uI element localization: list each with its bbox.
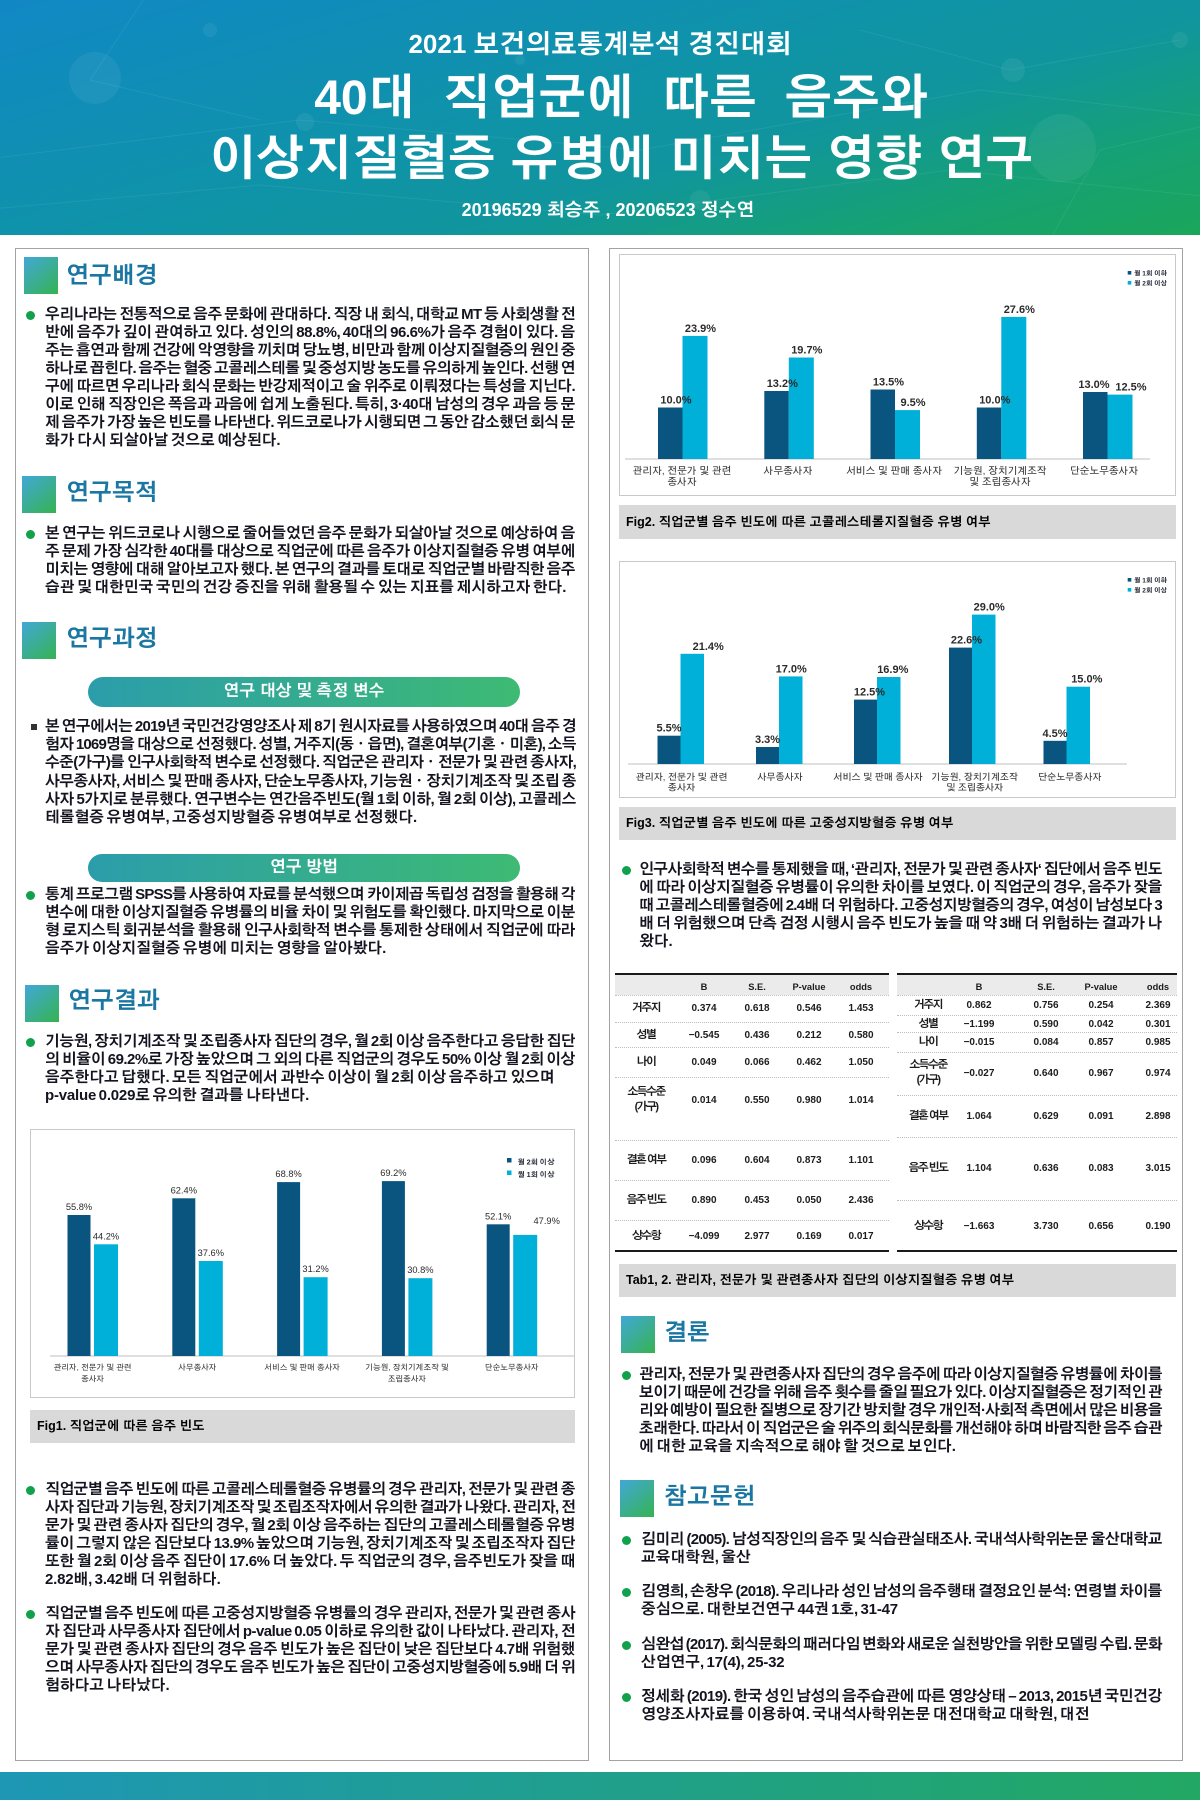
svg-text:및 조립종사자: 및 조립종사자 [969, 476, 1030, 488]
svg-text:월 2회 이상: 월 2회 이상 [1134, 280, 1167, 288]
svg-text:31.2%: 31.2% [302, 1264, 328, 1274]
svg-text:종사자: 종사자 [667, 476, 696, 488]
svg-text:서비스 및 판매 종사자: 서비스 및 판매 종사자 [264, 1363, 340, 1372]
svg-text:52.1%: 52.1% [485, 1211, 511, 1221]
svg-text:월 1회 이하: 월 1회 이하 [1134, 270, 1168, 278]
svg-text:종사자: 종사자 [81, 1375, 104, 1384]
svg-text:16.9%: 16.9% [877, 664, 908, 676]
svg-text:27.6%: 27.6% [1004, 304, 1035, 316]
svg-text:68.8%: 68.8% [275, 1169, 301, 1179]
svg-text:13.5%: 13.5% [873, 377, 904, 389]
svg-text:13.2%: 13.2% [767, 378, 798, 390]
svg-text:23.9%: 23.9% [685, 323, 716, 335]
svg-text:관리자, 전문가 및 관련: 관리자, 전문가 및 관련 [633, 465, 732, 477]
svg-text:월 2회 이상: 월 2회 이상 [1134, 587, 1167, 595]
svg-text:17.0%: 17.0% [776, 663, 807, 675]
svg-text:4.5%: 4.5% [1042, 728, 1067, 740]
svg-text:기능원, 장치기계조작: 기능원, 장치기계조작 [931, 772, 1018, 782]
svg-text:서비스 및 판매 종사자: 서비스 및 판매 종사자 [846, 465, 942, 477]
svg-text:10.0%: 10.0% [979, 395, 1010, 407]
svg-text:13.0%: 13.0% [1078, 379, 1109, 391]
svg-text:기능원, 장치기계조작: 기능원, 장치기계조작 [953, 465, 1046, 477]
svg-text:서비스 및 판매 종사자: 서비스 및 판매 종사자 [833, 772, 922, 782]
svg-text:12.5%: 12.5% [854, 687, 885, 699]
svg-text:30.8%: 30.8% [407, 1265, 433, 1275]
svg-text:관리자, 전문가 및 관련: 관리자, 전문가 및 관련 [636, 772, 728, 782]
svg-text:47.9%: 47.9% [534, 1216, 560, 1226]
svg-text:조립종사자: 조립종사자 [388, 1375, 427, 1384]
svg-text:단순노무종사자: 단순노무종사자 [1070, 465, 1138, 477]
svg-text:37.6%: 37.6% [198, 1248, 224, 1258]
svg-text:29.0%: 29.0% [974, 602, 1005, 614]
svg-text:21.4%: 21.4% [693, 641, 724, 653]
svg-text:44.2%: 44.2% [93, 1231, 119, 1241]
svg-text:및 조립종사자: 및 조립종사자 [946, 783, 1003, 793]
svg-text:월 1회 이상: 월 1회 이상 [518, 1170, 555, 1179]
svg-text:22.6%: 22.6% [951, 635, 982, 647]
svg-text:55.8%: 55.8% [66, 1202, 92, 1212]
svg-text:관리자, 전문가 및 관련: 관리자, 전문가 및 관련 [54, 1363, 132, 1372]
svg-text:10.0%: 10.0% [660, 395, 691, 407]
svg-text:19.7%: 19.7% [791, 345, 822, 357]
svg-text:월 1회 이하: 월 1회 이하 [1134, 577, 1168, 585]
svg-text:기능원, 장치기계조작 및: 기능원, 장치기계조작 및 [365, 1363, 449, 1372]
svg-text:3.3%: 3.3% [755, 734, 780, 746]
svg-text:9.5%: 9.5% [900, 397, 925, 409]
svg-text:12.5%: 12.5% [1115, 382, 1146, 394]
svg-text:단순노무종사자: 단순노무종사자 [485, 1363, 539, 1372]
svg-text:사무종사자: 사무종사자 [756, 772, 802, 782]
svg-text:5.5%: 5.5% [656, 723, 681, 735]
svg-text:사무종사자: 사무종사자 [178, 1363, 217, 1372]
svg-text:사무종사자: 사무종사자 [764, 465, 813, 477]
svg-text:월 2회 이상: 월 2회 이상 [518, 1157, 555, 1166]
svg-text:15.0%: 15.0% [1071, 674, 1102, 686]
svg-text:69.2%: 69.2% [380, 1168, 406, 1178]
svg-text:단순노무종사자: 단순노무종사자 [1038, 772, 1101, 782]
svg-text:종사자: 종사자 [668, 783, 695, 793]
svg-text:62.4%: 62.4% [171, 1185, 197, 1195]
